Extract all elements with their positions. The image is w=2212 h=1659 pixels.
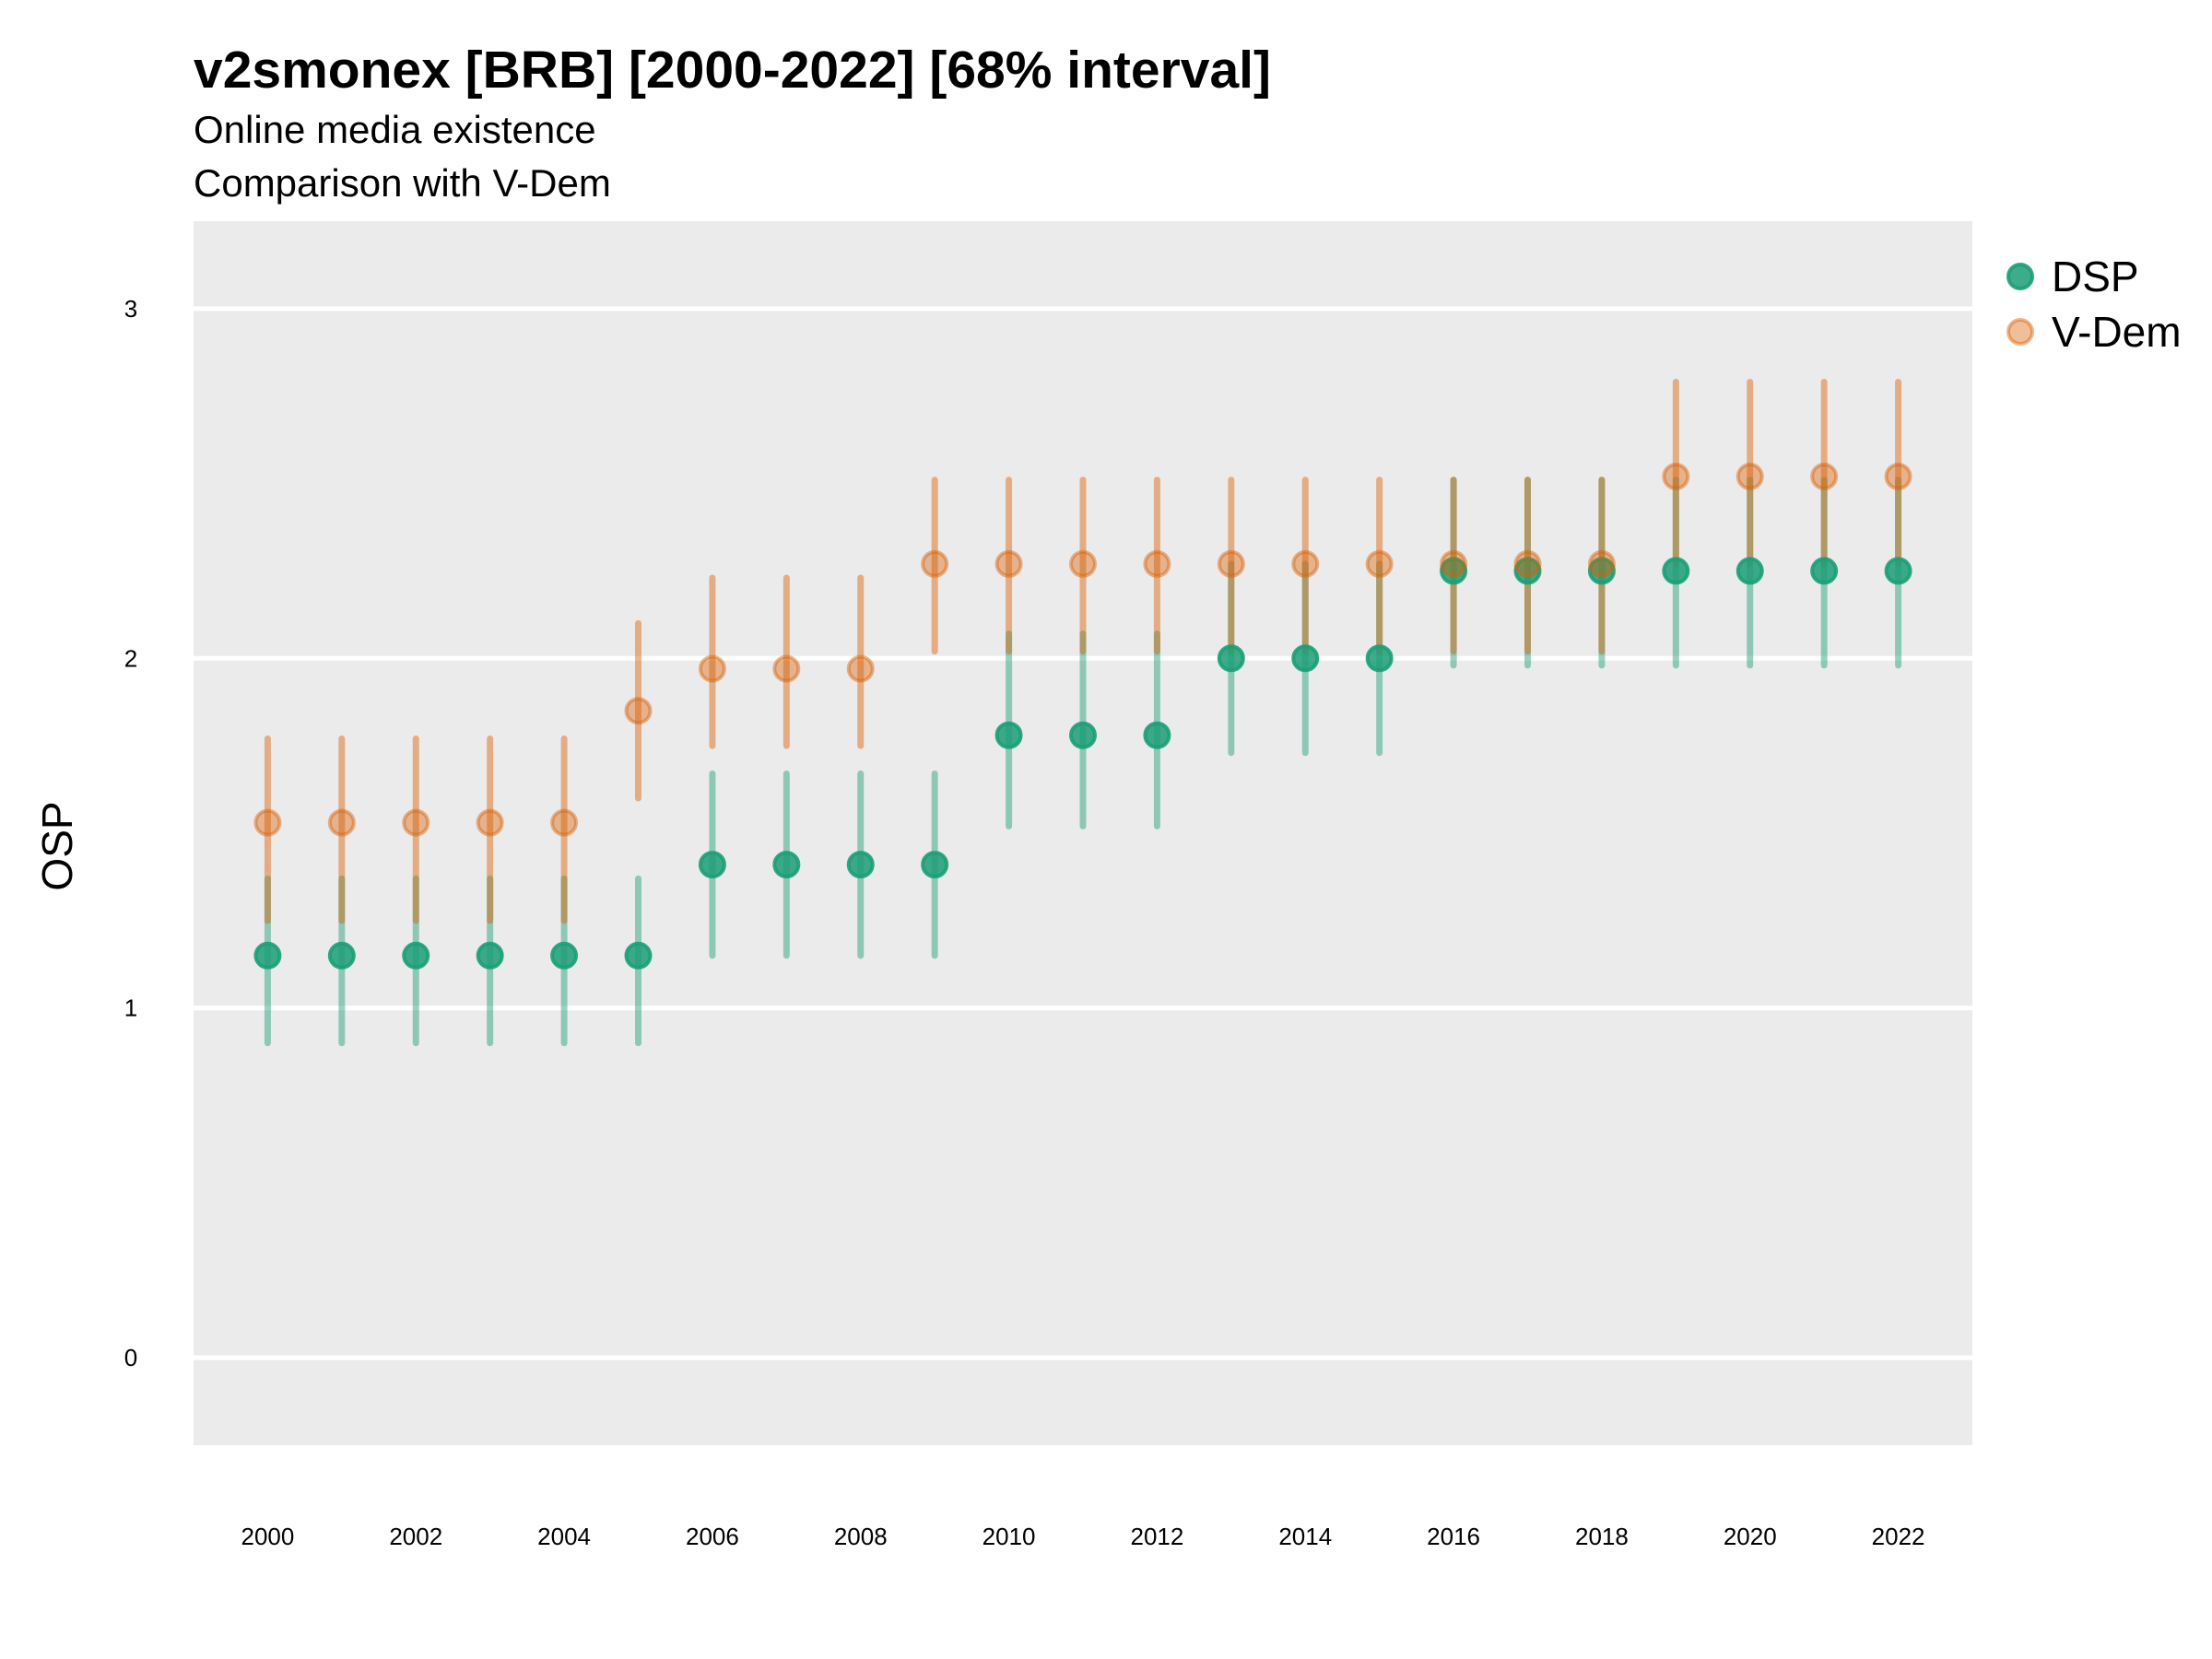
- data-point-v-dem: [1217, 549, 1245, 578]
- data-point-dsp: [1810, 557, 1839, 585]
- x-tick-label: 2004: [537, 1523, 591, 1550]
- legend-label: V-Dem: [2052, 308, 2182, 356]
- data-point-v-dem: [550, 808, 579, 837]
- data-point-dsp: [1884, 557, 1912, 585]
- data-point-v-dem: [1143, 549, 1171, 578]
- data-point-dsp: [772, 851, 801, 879]
- gridlines: [155, 306, 1972, 1360]
- y-axis-label: OSP: [33, 801, 81, 890]
- data-point-v-dem: [698, 654, 726, 683]
- data-point-dsp: [1662, 557, 1690, 585]
- data-point-v-dem: [1513, 549, 1542, 578]
- legend-key-v-dem: [2006, 318, 2034, 346]
- plot-panel: [194, 221, 1972, 1445]
- x-tick-label: 2012: [1130, 1523, 1183, 1550]
- data-point-dsp: [1143, 721, 1171, 749]
- data-point-v-dem: [846, 654, 875, 683]
- data-point-dsp: [698, 851, 726, 879]
- data-point-v-dem: [1587, 549, 1616, 578]
- data-point-dsp: [1291, 644, 1320, 673]
- data-point-dsp: [624, 941, 653, 970]
- data-point-v-dem: [624, 697, 653, 725]
- data-point-v-dem: [476, 808, 504, 837]
- legend-key-dsp: [2006, 263, 2034, 290]
- data-point-dsp: [550, 941, 579, 970]
- x-tick-label: 2022: [1872, 1523, 1925, 1550]
- data-point-dsp: [1587, 557, 1616, 585]
- data-point-dsp: [846, 851, 875, 879]
- data-point-dsp: [1365, 644, 1394, 673]
- y-axis-ticks: 0 1 2 3: [124, 295, 137, 1371]
- data-point-v-dem: [994, 549, 1023, 578]
- x-tick-label: 2016: [1427, 1523, 1480, 1550]
- data-points: [253, 462, 1912, 970]
- x-axis-ticks: 2000 2002 2004 2006 2008 2010 2012 2014 2016 2018…: [241, 1523, 1924, 1550]
- chart-subtitle-line1: Online media existence: [194, 108, 596, 151]
- data-point-dsp: [1513, 557, 1542, 585]
- data-point-dsp: [921, 851, 949, 879]
- x-tick-label: 2020: [1724, 1523, 1777, 1550]
- data-point-v-dem: [1365, 549, 1394, 578]
- data-point-v-dem: [402, 808, 430, 837]
- chart-title: v2smonex [BRB] [2000-2022] [68% interval…: [194, 41, 1271, 100]
- data-point-v-dem: [1884, 462, 1912, 490]
- data-point-v-dem: [921, 549, 949, 578]
- data-point-v-dem: [1735, 462, 1764, 490]
- chart-subtitle-line2: Comparison with V-Dem: [194, 161, 611, 205]
- x-tick-label: 2006: [686, 1523, 739, 1550]
- x-tick-label: 2010: [982, 1523, 1036, 1550]
- y-tick-label: 2: [124, 644, 137, 672]
- legend: DSP V-Dem: [2006, 253, 2182, 356]
- data-point-v-dem: [327, 808, 356, 837]
- data-point-dsp: [476, 941, 504, 970]
- y-tick-label: 0: [124, 1344, 137, 1371]
- data-point-v-dem: [1662, 462, 1690, 490]
- data-point-dsp: [1735, 557, 1764, 585]
- x-tick-label: 2002: [389, 1523, 442, 1550]
- x-tick-label: 2000: [241, 1523, 294, 1550]
- y-tick-label: 1: [124, 994, 137, 1022]
- data-point-dsp: [1440, 557, 1468, 585]
- data-point-dsp: [327, 941, 356, 970]
- x-tick-label: 2008: [834, 1523, 888, 1550]
- y-tick-label: 3: [124, 295, 137, 323]
- data-point-dsp: [253, 941, 282, 970]
- data-point-v-dem: [253, 808, 282, 837]
- data-point-v-dem: [1069, 549, 1097, 578]
- legend-label: DSP: [2052, 253, 2139, 300]
- data-point-v-dem: [1291, 549, 1320, 578]
- x-tick-label: 2018: [1575, 1523, 1629, 1550]
- data-point-v-dem: [1440, 549, 1468, 578]
- data-point-dsp: [994, 721, 1023, 749]
- data-point-dsp: [1217, 644, 1245, 673]
- data-point-dsp: [402, 941, 430, 970]
- data-point-v-dem: [1810, 462, 1839, 490]
- data-point-dsp: [1069, 721, 1097, 749]
- x-tick-label: 2014: [1278, 1523, 1332, 1550]
- data-point-v-dem: [772, 654, 801, 683]
